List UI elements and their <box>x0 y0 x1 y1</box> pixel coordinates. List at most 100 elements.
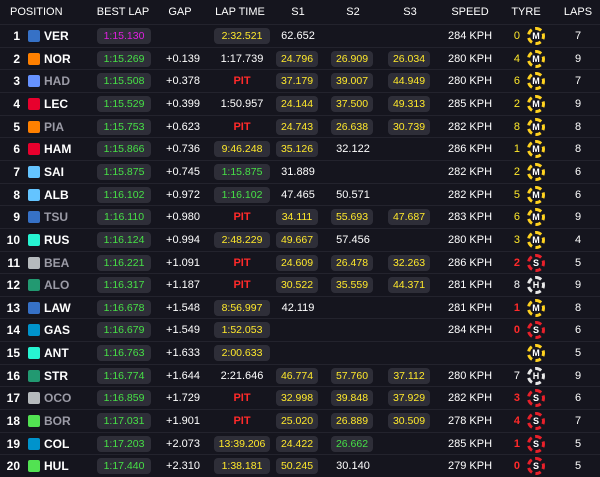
tyre-age: 0 <box>513 324 520 336</box>
team-color-swatch <box>28 98 40 110</box>
header-position[interactable]: POSITION <box>10 6 63 18</box>
table-row[interactable]: 6 HAM 1:15.866 +0.736 9:46.248 35.126 32.122 28… <box>0 137 600 159</box>
driver-code[interactable]: PIA <box>44 120 65 134</box>
driver-code[interactable]: BEA <box>44 256 70 270</box>
sector-1-time: 25.020 <box>276 413 318 429</box>
sector-1-time: 62.652 <box>281 30 315 42</box>
gap-value: +1.633 <box>166 347 200 359</box>
table-row[interactable]: 13 LAW 1:16.678 +1.548 8:56.997 42.119 281 KPH… <box>0 296 600 318</box>
sector-2-time: 32.122 <box>336 143 370 155</box>
lap-time: 1:17.739 <box>220 53 264 65</box>
header-s2[interactable]: S2 <box>346 6 360 18</box>
driver-code[interactable]: OCO <box>44 391 72 405</box>
gap-value <box>158 25 200 47</box>
table-row[interactable]: 1 VER 1:15.130 2:32.521 62.652 284 KPH 0 M 7 <box>0 24 600 46</box>
speed-value: 278 KPH <box>447 415 493 427</box>
header-lap-time[interactable]: LAP TIME <box>215 6 265 18</box>
team-color-swatch <box>28 189 40 201</box>
speed-value: 280 KPH <box>447 370 493 382</box>
driver-code[interactable]: TSU <box>44 210 68 224</box>
table-row[interactable]: 16 STR 1:16.774 +1.644 2:21.646 46.774 57.760 3… <box>0 364 600 386</box>
table-row[interactable]: 17 OCO 1:16.859 +1.729 PIT 32.998 39.848 37.929… <box>0 386 600 408</box>
sector-1-time: 24.796 <box>276 51 318 67</box>
table-row[interactable]: 11 BEA 1:16.221 +1.091 PIT 24.609 26.478 32.263… <box>0 251 600 273</box>
driver-code[interactable]: RUS <box>44 233 70 247</box>
best-lap-time: 1:17.440 <box>97 458 151 474</box>
table-row[interactable]: 8 ALB 1:16.102 +0.972 1:16.102 47.465 50.571 28… <box>0 183 600 205</box>
tyre-age: 3 <box>513 234 520 246</box>
sector-3-time: 47.687 <box>388 209 430 225</box>
sector-1-time: 50.245 <box>276 458 318 474</box>
laps-count: 8 <box>574 121 582 133</box>
sector-2-time: 57.760 <box>331 368 373 384</box>
header-laps[interactable]: LAPS <box>563 6 593 18</box>
best-lap-time: 1:15.269 <box>97 51 151 67</box>
table-row[interactable]: 19 COL 1:17.203 +2.073 13:39.206 24.422 26.662… <box>0 432 600 454</box>
sector-2-time: 26.662 <box>331 436 373 452</box>
table-row[interactable]: 20 HUL 1:17.440 +2.310 1:38.181 50.245 30.140 2… <box>0 454 600 476</box>
driver-code[interactable]: HAD <box>44 74 70 88</box>
table-row[interactable]: 18 BOR 1:17.031 +1.901 PIT 25.020 26.889 30.509… <box>0 409 600 431</box>
team-color-swatch <box>28 415 40 427</box>
driver-code[interactable]: COL <box>44 437 70 451</box>
table-row[interactable]: 7 SAI 1:15.875 +0.745 1:15.875 31.889 282 KPH 2… <box>0 160 600 182</box>
laps-count: 9 <box>574 279 582 291</box>
driver-code[interactable]: SAI <box>44 165 65 179</box>
lap-time: 9:46.248 <box>214 141 270 157</box>
tyre-compound-icon: H <box>527 276 545 294</box>
table-row[interactable]: 10 RUS 1:16.124 +0.994 2:48.229 49.667 57.456 2… <box>0 228 600 250</box>
sector-1-time: 47.465 <box>281 189 315 201</box>
tyre-age: 2 <box>513 166 520 178</box>
position-number: 14 <box>6 323 20 337</box>
driver-code[interactable]: ANT <box>44 346 69 360</box>
table-row[interactable]: 4 LEC 1:15.529 +0.399 1:50.957 24.144 37.500 49… <box>0 92 600 114</box>
header-tyre[interactable]: TYRE <box>511 6 541 18</box>
driver-code[interactable]: HUL <box>44 459 69 473</box>
driver-code[interactable]: HAM <box>44 142 72 156</box>
driver-code[interactable]: NOR <box>44 52 71 66</box>
team-color-swatch <box>28 438 40 450</box>
sector-2-time: 35.559 <box>331 277 373 293</box>
header-s1[interactable]: S1 <box>291 6 305 18</box>
driver-code[interactable]: ALB <box>44 188 69 202</box>
speed-value: 280 KPH <box>447 53 493 65</box>
position-number: 11 <box>7 256 20 270</box>
table-row[interactable]: 9 TSU 1:16.110 +0.980 PIT 34.111 55.693 47.687 2… <box>0 205 600 227</box>
speed-value: 279 KPH <box>447 460 493 472</box>
laps-count: 9 <box>574 53 582 65</box>
sector-3-time: 44.371 <box>388 277 430 293</box>
laps-count: 6 <box>574 324 582 336</box>
table-row[interactable]: 3 HAD 1:15.508 +0.378 PIT 37.179 39.007 44.949 2… <box>0 69 600 91</box>
best-lap-time: 1:17.031 <box>97 413 151 429</box>
sector-1-time: 42.119 <box>281 302 315 314</box>
speed-value: 284 KPH <box>447 324 493 336</box>
position-number: 7 <box>13 165 20 179</box>
table-row[interactable]: 5 PIA 1:15.753 +0.623 PIT 24.743 26.638 30.739 2… <box>0 115 600 137</box>
header-speed[interactable]: SPEED <box>451 6 489 18</box>
driver-code[interactable]: GAS <box>44 323 71 337</box>
driver-code[interactable]: VER <box>44 29 69 43</box>
driver-code[interactable]: LAW <box>44 301 71 315</box>
driver-code[interactable]: ALO <box>44 278 70 292</box>
header-s3[interactable]: S3 <box>403 6 417 18</box>
driver-code[interactable]: LEC <box>44 97 68 111</box>
tyre-age: 0 <box>513 30 520 42</box>
tyre-compound-icon: M <box>527 344 545 362</box>
table-row[interactable]: 15 ANT 1:16.763 +1.633 2:00.633 M 5 <box>0 341 600 363</box>
driver-code[interactable]: STR <box>44 369 68 383</box>
lap-time: 13:39.206 <box>214 436 270 452</box>
gap-value: +0.994 <box>166 234 200 246</box>
position-number: 10 <box>6 233 20 247</box>
header-best-lap[interactable]: BEST LAP <box>96 6 150 18</box>
tyre-compound-icon: M <box>527 118 545 136</box>
driver-code[interactable]: BOR <box>44 414 71 428</box>
sector-2-time: 26.478 <box>331 255 373 271</box>
speed-value: 280 KPH <box>447 234 493 246</box>
header-gap[interactable]: GAP <box>168 6 192 18</box>
team-color-swatch <box>28 279 40 291</box>
table-row[interactable]: 2 NOR 1:15.269 +0.139 1:17.739 24.796 26.909 26… <box>0 47 600 69</box>
sector-1-time: 49.667 <box>276 232 318 248</box>
table-row[interactable]: 12 ALO 1:16.317 +1.187 PIT 30.522 35.559 44.371… <box>0 273 600 295</box>
team-color-swatch <box>28 234 40 246</box>
table-row[interactable]: 14 GAS 1:16.679 +1.549 1:52.053 284 KPH 0 S 6 <box>0 318 600 340</box>
